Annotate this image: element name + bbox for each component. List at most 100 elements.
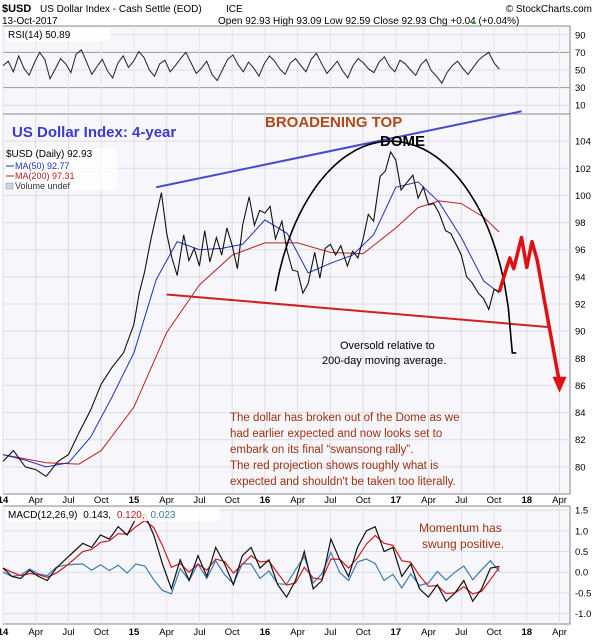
macd-signal-line bbox=[2, 519, 500, 595]
x-tick-label: Oct bbox=[94, 627, 109, 638]
rsi-panel: 90 70 50 30 10 RSI(14) 50.89 bbox=[2, 25, 586, 115]
macd-label-hist: 0.023 bbox=[150, 510, 175, 521]
x-tick-label: Oct bbox=[487, 627, 502, 638]
price-tick-label: 86 bbox=[575, 381, 586, 392]
x-tick-label: Oct bbox=[225, 495, 240, 506]
macd-tick-labels: 1.5 1.0 0.5 0.0 -0.5 -1.0 bbox=[575, 506, 591, 621]
x-tick-label: Apr bbox=[552, 495, 567, 506]
rsi-label: RSI(14) 50.89 bbox=[8, 30, 71, 41]
price-tick-label: 82 bbox=[575, 435, 586, 446]
price-tick-label: 88 bbox=[575, 354, 586, 365]
price-tick-label: 100 bbox=[575, 191, 591, 202]
x-tick-label: 16 bbox=[260, 495, 271, 506]
price-tick-labels: 80 82 84 86 88 90 92 94 96 98 100 102 104 bbox=[575, 137, 591, 474]
x-tick-label: Oct bbox=[487, 495, 502, 506]
commentary-line-1: The dollar has broken out of the Dome as… bbox=[230, 412, 460, 424]
ohlc-readout: Open 92.93 High 93.09 Low 92.59 Close 92… bbox=[218, 16, 519, 27]
macd-tick-label: -1.0 bbox=[575, 609, 591, 620]
symbol: $USD bbox=[2, 3, 31, 15]
x-tick-label: Jul bbox=[62, 627, 74, 638]
legend-ma200: MA(200) 97.31 bbox=[15, 171, 75, 181]
x-tick-label: Jul bbox=[455, 495, 467, 506]
macd-tick-label: 1.5 bbox=[575, 506, 588, 517]
exchange: ICE bbox=[226, 4, 243, 15]
rsi-tick-label: 70 bbox=[575, 48, 586, 59]
annotation-momentum-line1: Momentum has bbox=[419, 521, 502, 535]
x-tick-label: 15 bbox=[129, 495, 140, 506]
commentary-line-5: expected and shouldn't be taken too lite… bbox=[230, 476, 456, 488]
price-tick-label: 102 bbox=[575, 164, 591, 175]
macd-label-prefix: MACD(12,26,9) bbox=[8, 510, 77, 521]
macd-tick-label: 0.5 bbox=[575, 547, 588, 558]
price-tick-label: 84 bbox=[575, 408, 586, 419]
x-tick-label: Apr bbox=[28, 495, 43, 506]
price-tick-label: 104 bbox=[575, 137, 591, 148]
annotation-oversold-line2: 200-day moving average. bbox=[322, 355, 446, 367]
macd-label-signal: 0.120, bbox=[117, 510, 145, 521]
rsi-label-bg bbox=[6, 28, 110, 41]
commentary-line-2: had earlier expected and now looks set t… bbox=[230, 428, 442, 440]
chart-title: US Dollar Index: 4-year bbox=[12, 124, 176, 141]
header: $USD US Dollar Index - Cash Settle (EOD)… bbox=[2, 3, 592, 27]
x-tick-label: Jul bbox=[455, 627, 467, 638]
macd-panel: 1.5 1.0 0.5 0.0 -0.5 -1.0 MACD(12,26,9) 0.143… bbox=[2, 505, 591, 625]
instrument-name: US Dollar Index - Cash Settle (EOD) bbox=[40, 4, 202, 15]
x-tick-label: Oct bbox=[94, 495, 109, 506]
legend-volume-swatch bbox=[5, 182, 14, 190]
commentary-line-4: The red projection shows roughly what is bbox=[230, 460, 439, 472]
legend-bg bbox=[5, 148, 117, 190]
x-tick-label: Apr bbox=[421, 627, 436, 638]
x-tick-label: Apr bbox=[159, 627, 174, 638]
red-projection bbox=[497, 235, 562, 384]
x-tick-label: 14 bbox=[0, 495, 9, 506]
x-tick-label: Jul bbox=[193, 495, 205, 506]
x-tick-label: Jul bbox=[324, 495, 336, 506]
legend-volume: Volume undef bbox=[15, 181, 71, 191]
price-panel: 80 82 84 86 88 90 92 94 96 98 100 102 104 US Dollar … bbox=[2, 110, 591, 495]
x-tick-label: 14 bbox=[0, 627, 9, 638]
x-tick-label: Oct bbox=[356, 495, 371, 506]
x-tick-label: Apr bbox=[290, 627, 305, 638]
annotation-dome: DOME bbox=[380, 133, 425, 150]
rsi-tick-label: 10 bbox=[575, 101, 586, 112]
commentary-text: The dollar has broken out of the Dome as… bbox=[230, 412, 460, 488]
rsi-tick-labels: 90 70 50 30 10 bbox=[575, 30, 586, 111]
price-tick-label: 92 bbox=[575, 300, 586, 311]
x-tick-label: Jul bbox=[62, 495, 74, 506]
x-tick-label: Apr bbox=[421, 495, 436, 506]
change-up-icon: ▲ bbox=[470, 17, 478, 26]
projection-arrow-icon bbox=[552, 376, 567, 393]
x-tick-label: Jul bbox=[324, 627, 336, 638]
macd-label-value: 0.143, bbox=[83, 510, 111, 521]
rsi-tick-label: 90 bbox=[575, 30, 586, 41]
watermark: © StockCharts.com bbox=[506, 4, 592, 15]
legend-ma50: MA(50) 92.77 bbox=[15, 161, 70, 171]
x-tick-label: 17 bbox=[391, 627, 402, 638]
price-legend: $USD (Daily) 92.93 MA(50) 92.77 MA(200) … bbox=[5, 148, 117, 191]
x-tick-label: 18 bbox=[521, 495, 532, 506]
x-axis-lower: 14 Apr Jul Oct 15 Apr Jul Oct 16 Apr Jul Oct 17 Apr Ju… bbox=[0, 627, 567, 638]
macd-label-bg bbox=[6, 508, 220, 521]
dome-arc bbox=[274, 140, 517, 354]
rsi-grid bbox=[2, 26, 570, 114]
price-tick-label: 96 bbox=[575, 245, 586, 256]
x-tick-label: 16 bbox=[260, 627, 271, 638]
price-tick-label: 98 bbox=[575, 218, 586, 229]
ma200-line bbox=[2, 200, 500, 465]
annotation-oversold-line1: Oversold relative to bbox=[340, 340, 435, 352]
x-tick-label: 17 bbox=[391, 495, 402, 506]
broadening-upper-trendline bbox=[156, 110, 522, 189]
commentary-line-3: embark on its final “swansong rally”. bbox=[230, 444, 413, 456]
ma50-line bbox=[2, 181, 500, 468]
x-tick-label: Apr bbox=[290, 495, 305, 506]
annotation-broadening-top: BROADENING TOP bbox=[265, 114, 402, 131]
x-tick-label: Apr bbox=[28, 627, 43, 638]
price-tick-label: 94 bbox=[575, 272, 586, 283]
x-tick-label: Apr bbox=[552, 627, 567, 638]
price-tick-label: 90 bbox=[575, 327, 586, 338]
macd-label: MACD(12,26,9) 0.143, 0.120, 0.023 bbox=[8, 510, 176, 521]
rsi-line bbox=[2, 48, 500, 85]
macd-tick-label: -0.5 bbox=[575, 588, 591, 599]
x-tick-label: Apr bbox=[159, 495, 174, 506]
